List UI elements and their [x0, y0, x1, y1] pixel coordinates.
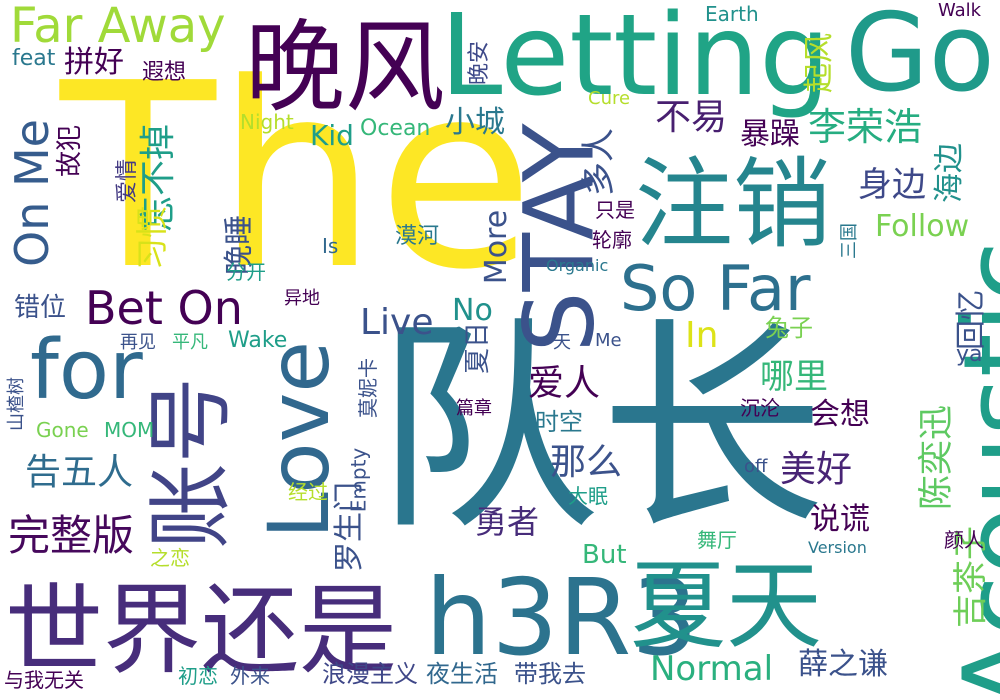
- cloud-word: 分开: [226, 260, 266, 284]
- cloud-word: 起风: [802, 33, 837, 93]
- cloud-word: 沉沦: [740, 396, 780, 420]
- cloud-word: The: [60, 29, 535, 326]
- cloud-word: 外来: [230, 664, 270, 688]
- cloud-word: Letting: [440, 0, 831, 121]
- cloud-word: 晚风: [245, 9, 445, 126]
- cloud-word: 勇者: [475, 503, 540, 541]
- cloud-word: But: [582, 540, 627, 570]
- cloud-word: off: [744, 456, 768, 477]
- cloud-word: Far Away: [10, 0, 226, 54]
- cloud-word: 夜生活: [426, 660, 498, 688]
- cloud-word: 不易: [655, 97, 728, 138]
- cloud-word: 多人: [579, 128, 619, 196]
- cloud-word: 夏天: [630, 550, 822, 662]
- cloud-word: Kid: [310, 119, 354, 152]
- cloud-word: 初恋: [178, 664, 218, 688]
- cloud-word: 一天: [535, 332, 571, 353]
- cloud-word: 带我去: [514, 660, 586, 688]
- cloud-word: Follow: [875, 209, 970, 244]
- cloud-word: Is: [322, 234, 339, 258]
- cloud-word: 晚安: [467, 40, 493, 86]
- cloud-word: Love: [250, 340, 349, 540]
- cloud-word: 颜人: [944, 528, 984, 552]
- cloud-word: Bet On: [85, 281, 243, 335]
- cloud-word: 只是: [595, 198, 635, 222]
- cloud-word: 夏日: [463, 321, 494, 375]
- cloud-word: 美好: [780, 449, 853, 490]
- cloud-word: 暴躁: [740, 117, 800, 152]
- cloud-word: 大眠: [568, 484, 608, 508]
- cloud-word: Cure: [588, 88, 631, 109]
- cloud-word: More: [479, 209, 515, 285]
- cloud-word: 告五人: [25, 452, 134, 493]
- cloud-word: 浪漫主义: [322, 660, 418, 688]
- cloud-word: 异地: [284, 288, 320, 309]
- cloud-word: 注销: [635, 148, 832, 262]
- cloud-word: 说谎: [810, 502, 870, 537]
- cloud-word: 回忆: [954, 290, 989, 350]
- cloud-word: Ocean: [360, 116, 431, 141]
- cloud-word: Gone: [36, 418, 89, 442]
- cloud-word: 习惯: [133, 205, 172, 271]
- cloud-word: Live: [360, 302, 434, 343]
- cloud-word: 爱人: [528, 363, 601, 404]
- cloud-word: 爱情: [115, 158, 141, 204]
- cloud-word: h3R3: [425, 557, 699, 679]
- cloud-word: 海边: [932, 143, 967, 203]
- cloud-word: Organic: [546, 256, 609, 275]
- cloud-word: Walk: [938, 0, 982, 21]
- cloud-word: 队长: [375, 299, 825, 561]
- cloud-word: Night: [240, 110, 294, 134]
- cloud-word: 错位: [14, 293, 67, 323]
- cloud-word: feat: [12, 46, 56, 71]
- cloud-word: 山楂树: [6, 377, 27, 431]
- cloud-word: 平凡: [172, 332, 208, 353]
- cloud-word: Me: [595, 330, 622, 351]
- cloud-word: 兔子: [765, 314, 813, 342]
- cloud-word: 篇章: [456, 398, 492, 419]
- cloud-word: 账号: [141, 377, 241, 549]
- cloud-word: Empty: [346, 447, 371, 513]
- cloud-word: In: [685, 315, 719, 356]
- cloud-word: 李荣浩: [808, 105, 923, 149]
- cloud-word: 完整版: [8, 511, 135, 560]
- cloud-word: 拼好: [64, 45, 124, 80]
- cloud-word: for: [30, 323, 143, 418]
- cloud-word: 轮廓: [592, 228, 632, 252]
- cloud-word: 那么: [550, 442, 623, 483]
- cloud-word: 之恋: [150, 546, 190, 570]
- cloud-word: Version: [808, 538, 867, 557]
- cloud-word: 遐想: [142, 60, 187, 85]
- cloud-word: 舞厅: [697, 528, 737, 552]
- cloud-word: 哪里: [760, 357, 828, 397]
- cloud-word: 三国: [839, 223, 860, 259]
- cloud-word: 小城: [445, 105, 505, 140]
- cloud-word: 会想: [810, 397, 870, 432]
- cloud-word: 薛之谦: [798, 647, 888, 682]
- cloud-word: So Far: [620, 252, 811, 325]
- cloud-word: MOM: [104, 418, 155, 442]
- cloud-word: Earth: [705, 2, 759, 26]
- cloud-word: 漠河: [395, 224, 440, 249]
- cloud-word: 时空: [535, 408, 583, 436]
- cloud-word: No: [452, 293, 493, 328]
- cloud-word: 莫妮卡: [356, 358, 380, 418]
- cloud-word: ya: [956, 342, 983, 367]
- cloud-word: 经过: [288, 480, 328, 504]
- cloud-word: 身边: [858, 165, 926, 205]
- cloud-word: Wake: [228, 328, 288, 353]
- cloud-word: 再见: [120, 332, 156, 353]
- cloud-word: 故犯: [55, 124, 86, 178]
- cloud-word: Normal: [650, 649, 774, 689]
- cloud-word: Go: [845, 0, 995, 116]
- cloud-word: 世界还是: [5, 574, 398, 688]
- cloud-word: 与我无关: [4, 668, 84, 692]
- cloud-word: 陈奕迅: [917, 404, 958, 511]
- cloud-word: On Me: [4, 119, 59, 267]
